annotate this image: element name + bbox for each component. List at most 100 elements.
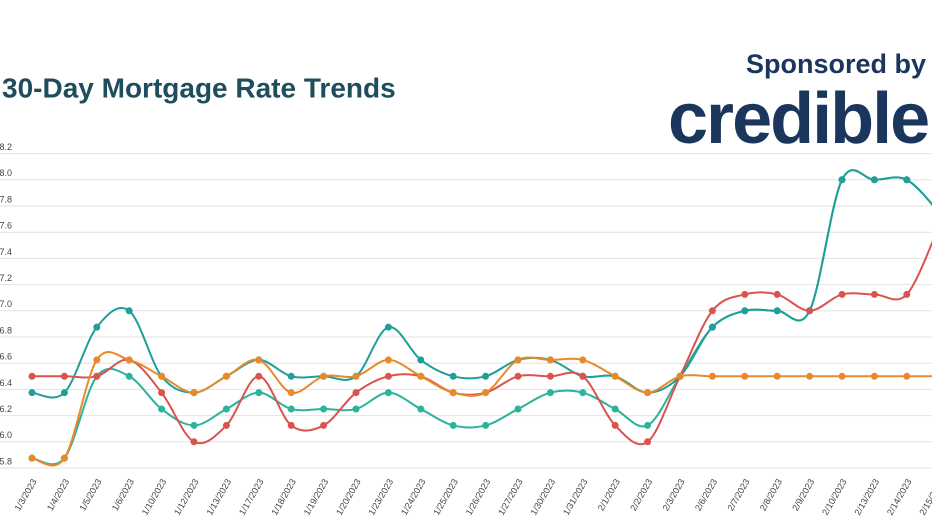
- data-point: [806, 372, 814, 380]
- x-tick-label: 2/1/2023: [596, 477, 622, 512]
- x-tick-label: 2/9/2023: [790, 477, 816, 512]
- x-tick-label: 1/31/2023: [561, 477, 590, 517]
- data-point: [903, 372, 911, 380]
- x-tick-label: 2/8/2023: [758, 477, 784, 512]
- data-point: [482, 372, 490, 380]
- x-tick-label: 2/14/2023: [885, 477, 914, 517]
- data-point: [384, 389, 392, 397]
- y-tick-label: 7.4: [0, 247, 12, 257]
- data-point: [449, 421, 457, 429]
- x-tick-label: 1/30/2023: [529, 477, 558, 517]
- y-tick-label: 6.4: [0, 378, 12, 388]
- x-tick-label: 1/3/2023: [13, 477, 39, 512]
- series-line: [31, 351, 932, 467]
- y-tick-label: 7.8: [0, 194, 12, 204]
- data-point: [773, 290, 781, 298]
- data-point: [255, 356, 263, 364]
- data-point: [514, 405, 522, 413]
- data-point: [352, 389, 360, 397]
- data-point: [482, 421, 490, 429]
- x-tick-label: 1/27/2023: [496, 477, 525, 517]
- y-tick-label: 7.0: [0, 299, 12, 309]
- data-point: [741, 290, 749, 298]
- data-point: [28, 454, 36, 462]
- data-point: [449, 389, 457, 397]
- x-tick-label: 1/23/2023: [367, 477, 396, 517]
- data-point: [644, 389, 652, 397]
- data-point: [287, 372, 295, 380]
- data-point: [449, 372, 457, 380]
- data-point: [417, 372, 425, 380]
- x-tick-label: 2/10/2023: [820, 477, 849, 517]
- data-point: [741, 372, 749, 380]
- data-point: [158, 405, 166, 413]
- data-point: [676, 372, 684, 380]
- data-point: [60, 454, 68, 462]
- y-tick-label: 6.8: [0, 325, 12, 335]
- y-tick-label: 6.0: [0, 430, 12, 440]
- data-point: [190, 421, 198, 429]
- x-tick-label: 2/7/2023: [725, 477, 751, 512]
- data-point: [417, 405, 425, 413]
- x-tick-label: 1/4/2023: [45, 477, 71, 512]
- data-point: [190, 389, 198, 397]
- x-tick-label: 1/10/2023: [140, 477, 169, 517]
- data-point: [838, 372, 846, 380]
- data-point: [320, 405, 328, 413]
- data-point: [125, 307, 133, 315]
- y-tick-label: 7.2: [0, 273, 12, 283]
- data-point: [255, 372, 263, 380]
- x-tick-label: 1/13/2023: [205, 477, 234, 517]
- data-point: [125, 372, 133, 380]
- data-point: [93, 372, 101, 380]
- data-point: [384, 356, 392, 364]
- data-point: [287, 421, 295, 429]
- series-line: [31, 169, 932, 466]
- data-point: [514, 372, 522, 380]
- data-point: [28, 389, 36, 397]
- data-point: [514, 356, 522, 364]
- data-point: [838, 290, 846, 298]
- data-point: [579, 372, 587, 380]
- x-tick-label: 2/2/2023: [628, 477, 654, 512]
- data-point: [644, 438, 652, 446]
- data-point: [611, 421, 619, 429]
- data-point: [546, 372, 554, 380]
- data-point: [222, 421, 230, 429]
- x-tick-label: 1/17/2023: [237, 477, 266, 517]
- data-point: [903, 176, 911, 184]
- data-point: [741, 307, 749, 315]
- data-point: [611, 405, 619, 413]
- data-point: [158, 389, 166, 397]
- data-point: [870, 372, 878, 380]
- x-tick-label: 2/3/2023: [661, 477, 687, 512]
- data-point: [93, 323, 101, 331]
- data-point: [352, 372, 360, 380]
- data-point: [838, 176, 846, 184]
- x-tick-label: 1/6/2023: [110, 477, 136, 512]
- data-point: [708, 307, 716, 315]
- data-point: [482, 389, 490, 397]
- data-point: [384, 372, 392, 380]
- y-tick-label: 8.2: [0, 142, 12, 152]
- y-tick-label: 5.8: [0, 456, 12, 466]
- x-tick-label: 1/19/2023: [302, 477, 331, 517]
- x-tick-label: 1/12/2023: [172, 477, 201, 517]
- x-tick-label: 2/15/2023: [917, 477, 932, 517]
- data-point: [352, 405, 360, 413]
- data-point: [320, 372, 328, 380]
- data-point: [579, 389, 587, 397]
- sponsor-logo: credible: [668, 79, 928, 159]
- x-tick-label: 1/26/2023: [464, 477, 493, 517]
- data-point: [773, 307, 781, 315]
- x-tick-label: 2/13/2023: [853, 477, 882, 517]
- data-point: [93, 356, 101, 364]
- data-point: [870, 290, 878, 298]
- data-point: [546, 389, 554, 397]
- data-point: [287, 405, 295, 413]
- x-tick-label: 1/20/2023: [334, 477, 363, 517]
- y-tick-label: 8.0: [0, 168, 12, 178]
- y-tick-label: 7.6: [0, 221, 12, 231]
- data-point: [417, 356, 425, 364]
